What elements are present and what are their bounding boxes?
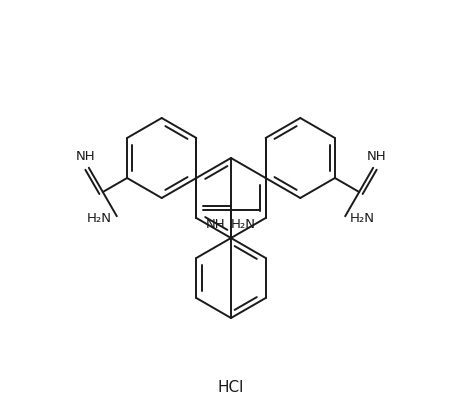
Text: NH: NH [366, 150, 386, 163]
Text: H₂N: H₂N [350, 212, 375, 225]
Text: H₂N: H₂N [87, 212, 112, 225]
Text: HCl: HCl [218, 380, 244, 395]
Text: NH: NH [76, 150, 96, 163]
Text: H₂N: H₂N [231, 218, 256, 231]
Text: NH: NH [206, 218, 225, 231]
